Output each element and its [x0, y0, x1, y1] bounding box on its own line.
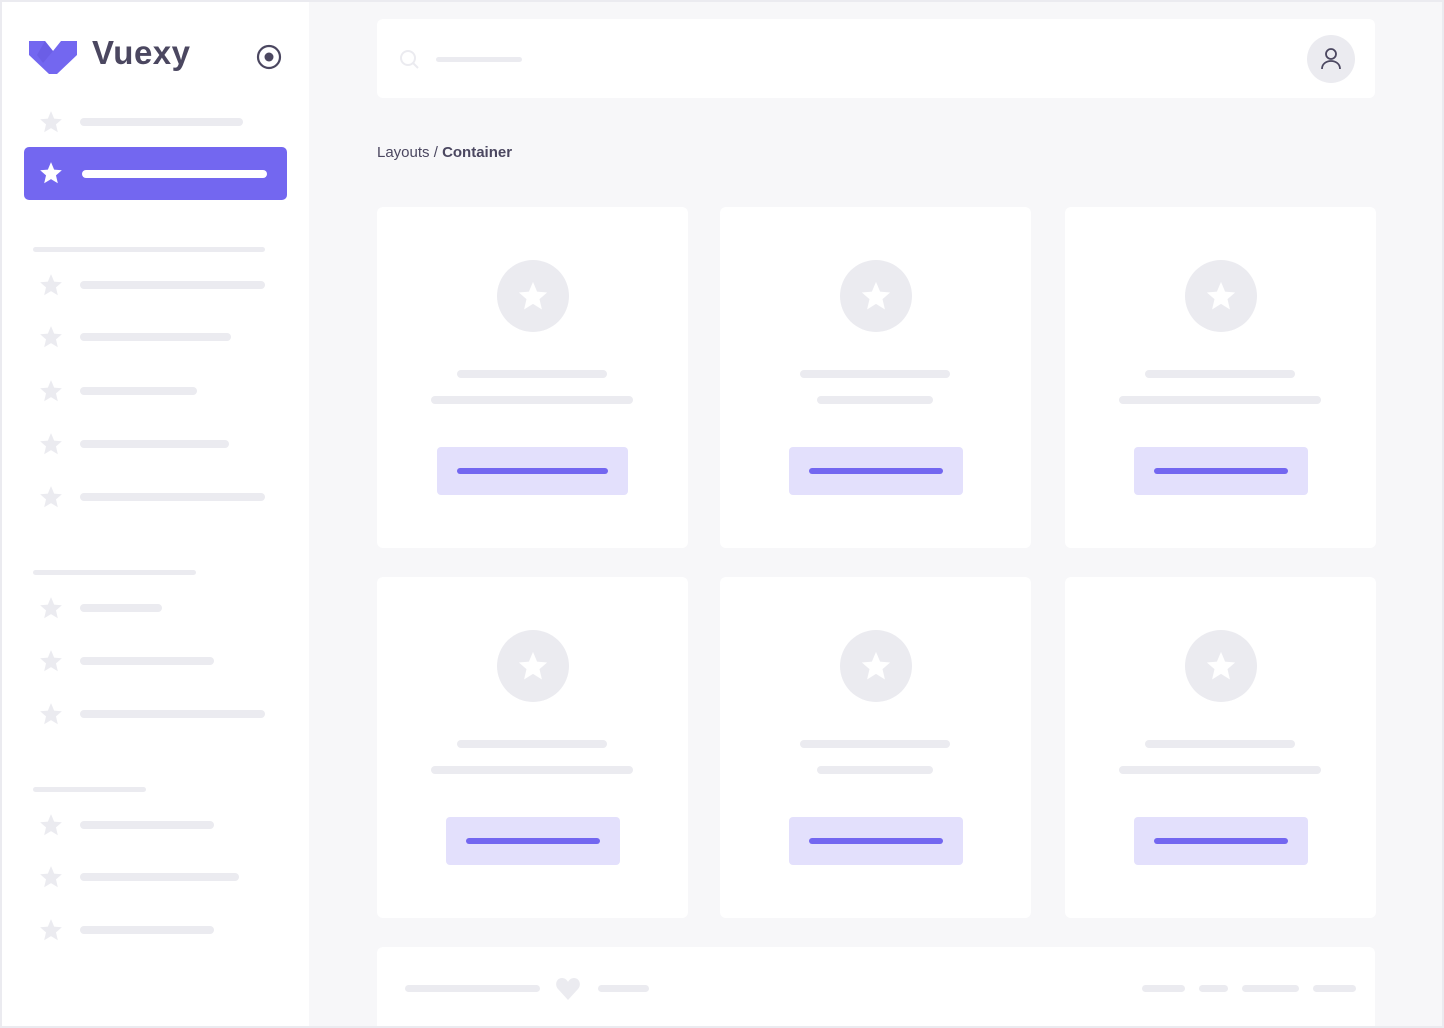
card-icon-circle: [840, 260, 912, 332]
sidebar-item-label-placeholder: [82, 170, 267, 178]
card-title-placeholder: [800, 370, 950, 378]
sidebar: Vuexy: [2, 2, 309, 1026]
card-button[interactable]: [788, 447, 963, 495]
card-title-placeholder: [800, 740, 950, 748]
star-icon: [518, 281, 548, 310]
user-icon: [1321, 48, 1341, 70]
content-card: [1065, 577, 1376, 918]
breadcrumb-current: Container: [442, 144, 513, 161]
card-text-placeholder: [431, 766, 633, 774]
sidebar-item[interactable]: [2, 271, 309, 299]
star-icon: [40, 326, 62, 348]
star-icon: [861, 281, 891, 310]
star-icon: [40, 433, 62, 455]
star-icon: [1206, 281, 1236, 310]
brand-name: Vuexy: [92, 34, 191, 71]
card-text-placeholder: [1119, 396, 1321, 404]
content-card: [377, 577, 688, 918]
sidebar-item-label-placeholder: [80, 657, 214, 665]
card-button[interactable]: [788, 817, 963, 865]
card-icon-circle: [497, 260, 569, 332]
card-text-placeholder: [431, 396, 633, 404]
sidebar-item-label-placeholder: [80, 493, 265, 501]
sidebar-item[interactable]: [2, 647, 309, 675]
breadcrumb-parent[interactable]: Layouts: [377, 144, 430, 161]
content-card: [1065, 207, 1376, 548]
sidebar-item[interactable]: [2, 811, 309, 839]
sidebar-item[interactable]: [2, 483, 309, 511]
sidebar-item[interactable]: [2, 108, 309, 136]
content-card: [377, 207, 688, 548]
heart-icon: [556, 978, 580, 1000]
footer-link[interactable]: [1313, 985, 1356, 992]
card-text-placeholder: [817, 396, 933, 404]
search-input-placeholder[interactable]: [436, 57, 522, 62]
card-text-placeholder: [1119, 766, 1321, 774]
top-navbar: [377, 19, 1375, 98]
star-icon: [40, 866, 62, 888]
user-avatar[interactable]: [1307, 35, 1355, 83]
sidebar-item-label-placeholder: [80, 440, 229, 448]
sidebar-item-label-placeholder: [80, 926, 214, 934]
sidebar-section-header: [33, 570, 196, 575]
sidebar-item[interactable]: [2, 430, 309, 458]
footer-link[interactable]: [1242, 985, 1299, 992]
breadcrumb: Layouts / Container: [377, 144, 512, 161]
star-icon: [1206, 651, 1236, 680]
card-title-placeholder: [1145, 740, 1295, 748]
card-icon-circle: [497, 630, 569, 702]
star-icon: [40, 703, 62, 725]
sidebar-item-label-placeholder: [80, 281, 265, 289]
footer: [377, 947, 1375, 1026]
footer-link[interactable]: [1199, 985, 1228, 992]
sidebar-section-header: [33, 247, 265, 252]
card-title-placeholder: [457, 370, 607, 378]
star-icon: [40, 919, 62, 941]
content-card: [720, 577, 1031, 918]
content-card: [720, 207, 1031, 548]
sidebar-item[interactable]: [2, 700, 309, 728]
card-text-placeholder: [817, 766, 933, 774]
sidebar-item-label-placeholder: [80, 821, 214, 829]
star-icon: [40, 597, 62, 619]
sidebar-item[interactable]: [2, 377, 309, 405]
sidebar-item-active[interactable]: [24, 147, 287, 200]
star-icon: [861, 651, 891, 680]
sidebar-item[interactable]: [2, 594, 309, 622]
radio-circle-icon[interactable]: [256, 44, 282, 70]
footer-link[interactable]: [1142, 985, 1185, 992]
star-icon: [40, 486, 62, 508]
star-icon: [40, 650, 62, 672]
star-icon: [40, 274, 62, 296]
sidebar-item-label-placeholder: [80, 387, 197, 395]
card-icon-circle: [1185, 260, 1257, 332]
sidebar-item[interactable]: [2, 323, 309, 351]
card-title-placeholder: [1145, 370, 1295, 378]
sidebar-section-header: [33, 787, 146, 792]
sidebar-item-label-placeholder: [80, 118, 243, 126]
sidebar-item-label-placeholder: [80, 873, 239, 881]
card-title-placeholder: [457, 740, 607, 748]
breadcrumb-separator: /: [429, 144, 443, 161]
card-button[interactable]: [437, 447, 628, 495]
sidebar-item-label-placeholder: [80, 604, 162, 612]
search-icon[interactable]: [399, 49, 421, 71]
card-button[interactable]: [445, 817, 620, 865]
star-icon: [518, 651, 548, 680]
star-icon: [40, 162, 62, 184]
card-button[interactable]: [1133, 447, 1308, 495]
card-button[interactable]: [1133, 817, 1308, 865]
card-icon-circle: [840, 630, 912, 702]
vuexy-logo-icon: [29, 41, 77, 74]
star-icon: [40, 380, 62, 402]
card-icon-circle: [1185, 630, 1257, 702]
sidebar-item-label-placeholder: [80, 710, 265, 718]
sidebar-item[interactable]: [2, 916, 309, 944]
star-icon: [40, 814, 62, 836]
star-icon: [40, 111, 62, 133]
sidebar-item-label-placeholder: [80, 333, 231, 341]
sidebar-item[interactable]: [2, 863, 309, 891]
